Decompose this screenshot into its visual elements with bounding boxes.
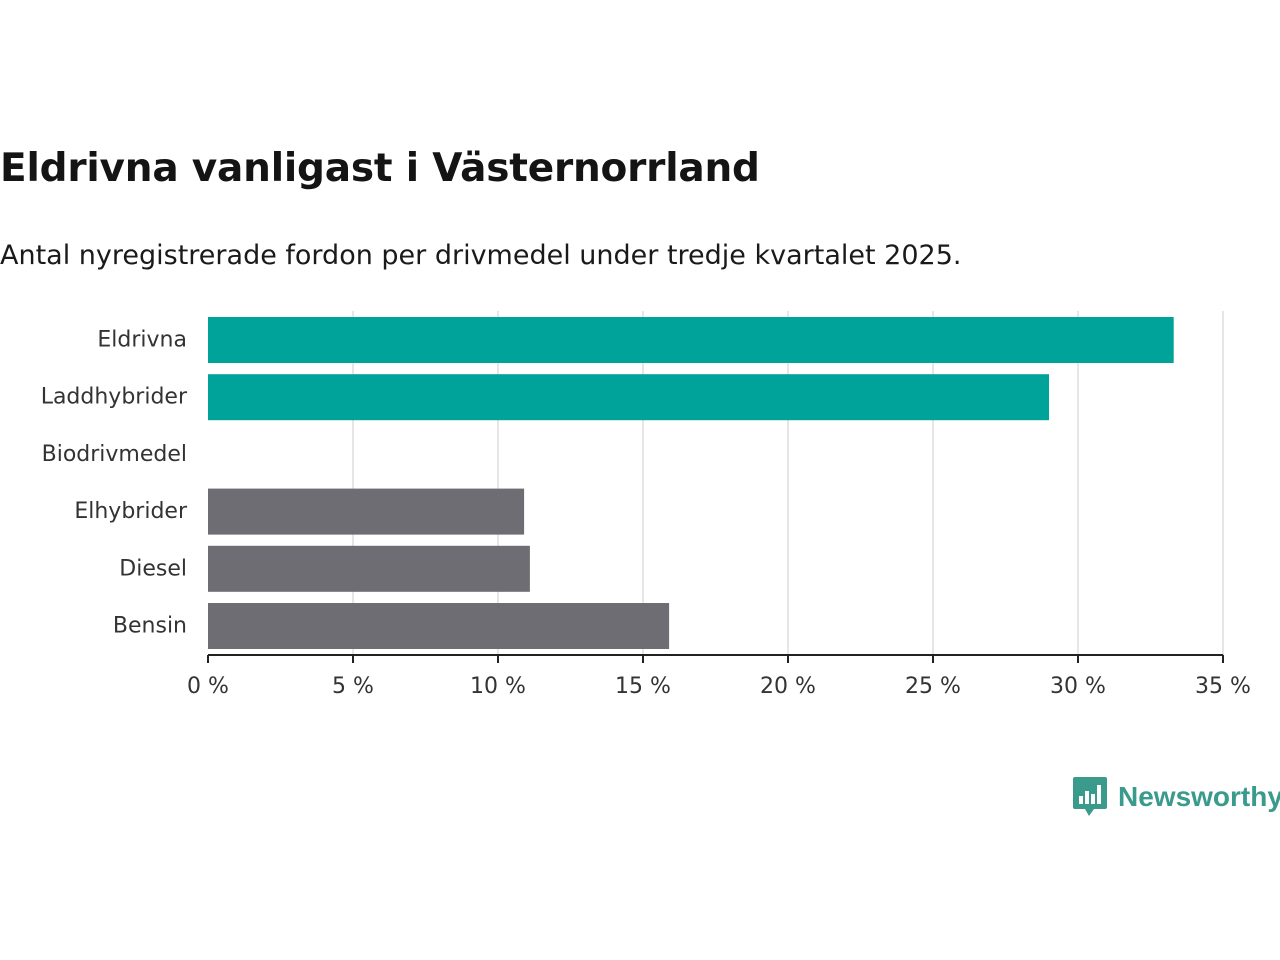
chart-subtitle: Antal nyregistrerade fordon per drivmede…: [0, 240, 962, 271]
bar: [208, 374, 1049, 421]
x-tick-label: 10 %: [470, 674, 526, 699]
category-label: Eldrivna: [97, 328, 187, 353]
category-label: Bensin: [113, 614, 187, 639]
bar: [208, 488, 525, 535]
chart-title: Eldrivna vanligast i Västernorrland: [0, 146, 760, 191]
category-label: Laddhybrider: [41, 385, 188, 410]
category-label: Elhybrider: [74, 499, 188, 524]
x-tick-label: 15 %: [615, 674, 671, 699]
bar: [208, 317, 1174, 363]
x-tick-label: 25 %: [905, 674, 961, 699]
bar: [208, 545, 530, 592]
x-tick-label: 30 %: [1050, 674, 1106, 699]
x-tick-label: 0 %: [187, 674, 229, 699]
brand-logo: Newsworthy: [1072, 776, 1280, 818]
x-tick-label: 5 %: [332, 674, 374, 699]
brand-name: Newsworthy: [1118, 781, 1280, 812]
x-tick-label: 20 %: [760, 674, 816, 699]
bar: [208, 603, 670, 649]
newsworthy-logo-icon: [1073, 777, 1107, 816]
category-label: Biodrivmedel: [42, 442, 187, 467]
x-tick-label: 35 %: [1195, 674, 1251, 699]
category-label: Diesel: [119, 556, 187, 581]
